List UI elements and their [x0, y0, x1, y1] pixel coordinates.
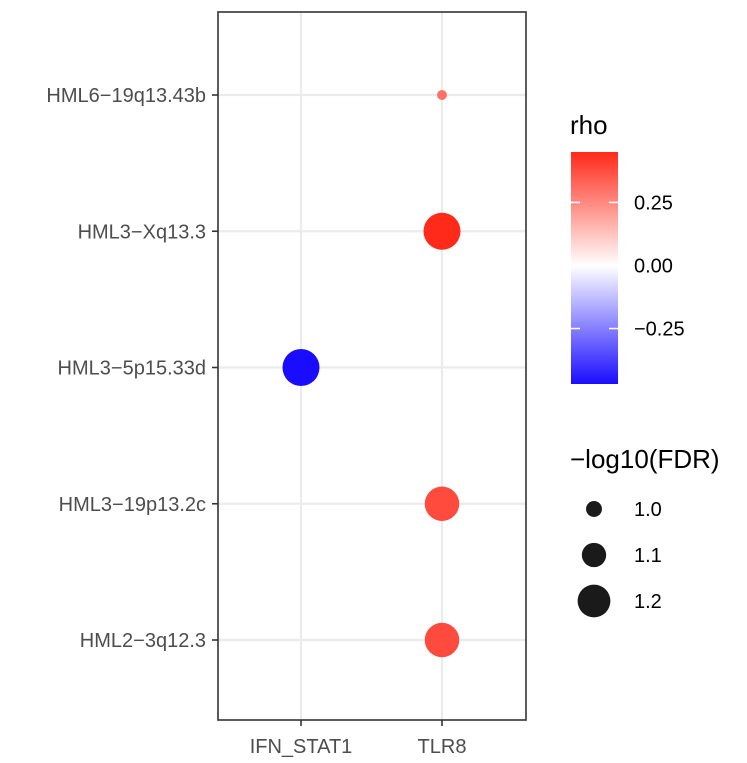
data-point	[424, 622, 460, 658]
data-point	[423, 212, 461, 250]
axes: HML6−19q13.43b HML3−Xq13.3 HML3−5p15.33d HM…	[46, 85, 466, 758]
size-legend: −log10(FDR) 1.0 1.1 1.2	[570, 444, 720, 618]
y-tick-label: HML2−3q12.3	[80, 630, 206, 652]
color-bar-tick-label: −0.25	[634, 319, 685, 341]
y-tick-label: HML3−5p15.33d	[58, 358, 206, 380]
size-legend-label: 1.1	[634, 545, 662, 567]
color-bar-tick-label: 0.00	[634, 255, 673, 277]
size-legend-key	[581, 542, 607, 568]
size-legend-key	[586, 501, 602, 517]
data-point	[437, 90, 447, 100]
y-tick-label: HML6−19q13.43b	[46, 85, 206, 107]
data-points	[282, 90, 461, 658]
data-point	[424, 486, 460, 521]
panel-border	[217, 11, 527, 721]
x-tick-label: TLR8	[418, 736, 467, 758]
color-bar	[571, 152, 618, 384]
x-tick-label: IFN_STAT1	[250, 736, 353, 758]
size-legend-entries: 1.0 1.1 1.2	[577, 499, 662, 618]
y-tick-label: HML3−19p13.2c	[59, 494, 206, 516]
size-legend-label: 1.2	[634, 591, 662, 613]
color-legend: rho 0.25 0.00 −0.25	[570, 110, 685, 384]
grid-lines	[218, 12, 526, 720]
data-point	[282, 349, 320, 386]
size-legend-key	[577, 584, 611, 618]
size-legend-title: −log10(FDR)	[570, 444, 720, 474]
color-bar-ticks: 0.25 0.00 −0.25	[571, 192, 685, 341]
color-bar-tick-label: 0.25	[634, 192, 673, 214]
size-legend-label: 1.0	[634, 499, 662, 521]
y-tick-label: HML3−Xq13.3	[78, 221, 206, 243]
color-legend-title: rho	[570, 110, 608, 140]
